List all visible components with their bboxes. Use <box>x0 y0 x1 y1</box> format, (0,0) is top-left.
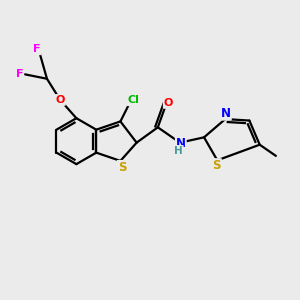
Text: H: H <box>174 146 183 156</box>
Text: O: O <box>56 95 65 105</box>
Text: S: S <box>118 161 126 174</box>
Text: N: N <box>176 137 186 150</box>
Text: S: S <box>212 159 221 172</box>
Text: F: F <box>16 69 23 79</box>
Text: N: N <box>221 107 231 120</box>
Text: O: O <box>164 98 173 108</box>
Text: Cl: Cl <box>128 95 140 105</box>
Text: F: F <box>33 44 40 54</box>
